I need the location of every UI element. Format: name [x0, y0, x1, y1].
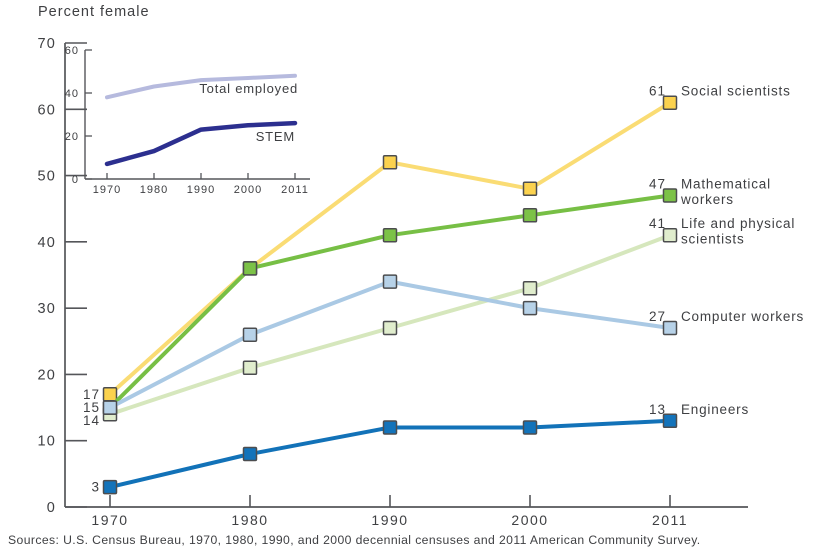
data-point-social-scientists — [102, 387, 118, 402]
y-tick-label: 60 — [37, 102, 56, 118]
inset-x-tick-label: 1980 — [140, 184, 168, 196]
data-point-engineers — [382, 420, 398, 435]
data-point-social-scientists — [662, 95, 678, 110]
data-point-computer-workers — [242, 327, 258, 342]
data-point-computer-workers — [522, 300, 538, 316]
data-point-engineers — [662, 413, 678, 429]
x-tick-label: 1990 — [371, 512, 408, 528]
x-tick-label: 1970 — [91, 512, 128, 528]
series-label-mathematical-workers: Mathematical — [681, 176, 771, 191]
end-value-label-mathematical-workers: 47 — [649, 176, 666, 191]
y-tick-label: 20 — [37, 367, 56, 383]
x-tick-label: 1980 — [231, 512, 268, 528]
data-point-mathematical-workers — [522, 208, 538, 223]
chart-title: Percent female — [38, 4, 150, 20]
inset-x-tick-label: 2011 — [281, 184, 309, 196]
data-point-computer-workers — [102, 400, 118, 415]
y-tick-label: 40 — [37, 235, 56, 251]
start-value-label: 3 — [91, 480, 100, 495]
data-point-computer-workers — [382, 274, 398, 289]
start-value-label: 17 — [83, 387, 100, 402]
y-tick-label: 10 — [37, 434, 56, 450]
data-point-engineers — [102, 479, 118, 495]
x-tick-label: 2011 — [652, 512, 688, 528]
end-value-label-engineers: 13 — [649, 402, 666, 417]
inset-label-stem: STEM — [256, 129, 295, 144]
data-point-life-and-physical-scientists — [522, 281, 538, 296]
data-point-life-and-physical-scientists — [242, 360, 258, 376]
inset-series-line-total-employed — [105, 73, 297, 100]
y-tick-label: 70 — [37, 36, 56, 52]
data-point-computer-workers — [662, 320, 678, 336]
source-note: Sources: U.S. Census Bureau, 1970, 1980,… — [8, 533, 701, 547]
data-point-mathematical-workers — [382, 227, 398, 243]
data-point-mathematical-workers — [242, 261, 258, 276]
y-tick-label: 30 — [37, 301, 56, 317]
series-label-engineers: Engineers — [681, 402, 749, 417]
y-tick-label: 50 — [37, 169, 56, 185]
series-line-social-scientists — [108, 100, 672, 397]
y-tick-label: 0 — [47, 500, 56, 516]
series-label-life-and-physical-scientists: scientists — [681, 232, 745, 247]
data-point-social-scientists — [522, 181, 538, 197]
series-label-social-scientists: Social scientists — [681, 84, 791, 99]
data-point-life-and-physical-scientists — [662, 227, 678, 243]
start-value-label: 15 — [83, 400, 100, 415]
start-value-label: 14 — [83, 413, 100, 428]
series-line-computer-workers — [108, 279, 672, 410]
data-point-engineers — [522, 420, 538, 435]
end-value-label-social-scientists: 61 — [649, 84, 666, 99]
inset-series-line-stem — [104, 120, 298, 167]
data-point-life-and-physical-scientists — [382, 320, 398, 336]
series-label-mathematical-workers: workers — [680, 192, 734, 207]
end-value-label-life-and-physical-scientists: 41 — [649, 216, 666, 231]
end-value-label-computer-workers: 27 — [649, 309, 666, 324]
series-label-life-and-physical-scientists: Life and physical — [681, 216, 795, 231]
data-point-social-scientists — [382, 155, 398, 170]
inset-label-total-employed: Total employed — [199, 81, 298, 96]
inset-x-tick-label: 2000 — [234, 184, 262, 196]
data-point-mathematical-workers — [662, 188, 678, 203]
series-label-computer-workers: Computer workers — [681, 309, 804, 324]
inset-y-tick-label: 0 — [72, 174, 79, 186]
inset-x-tick-label: 1970 — [93, 184, 121, 196]
series-line-mathematical-workers — [108, 193, 672, 410]
inset-y-tick-label: 40 — [65, 88, 79, 100]
inset-y-tick-label: 20 — [65, 131, 79, 143]
x-tick-label: 2000 — [511, 512, 548, 528]
inset-y-tick-label: 60 — [65, 45, 79, 57]
data-point-engineers — [242, 446, 258, 462]
inset-x-tick-label: 1990 — [187, 184, 215, 196]
